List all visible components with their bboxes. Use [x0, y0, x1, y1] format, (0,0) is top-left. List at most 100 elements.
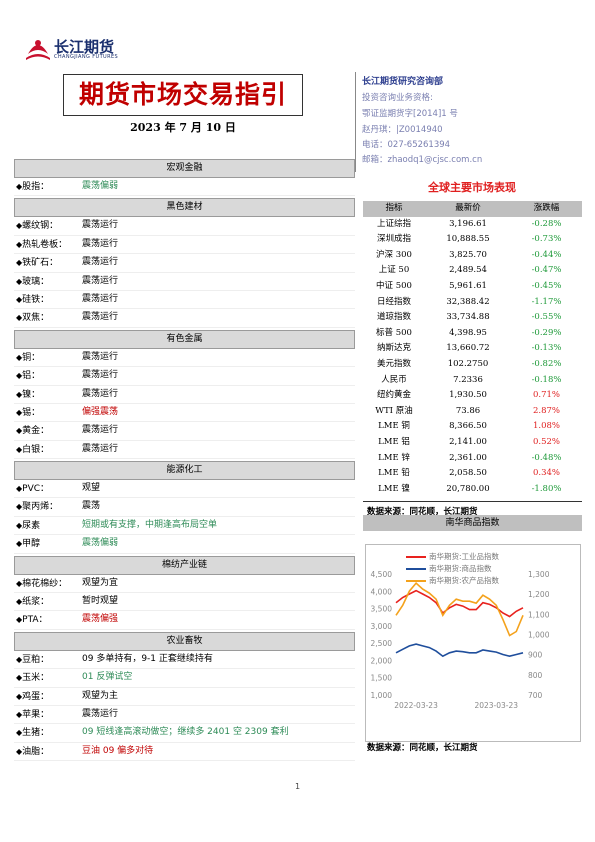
index-price: 10,888.55	[446, 234, 490, 245]
market-row: LME 铜 8,366.50 1.08%	[363, 419, 582, 435]
index-change: -1.80%	[531, 483, 562, 494]
series-line	[395, 589, 524, 618]
product-name: 纸浆：	[14, 593, 82, 610]
doc-date: 2023 年 7 月 10 日	[130, 121, 236, 134]
market-row: 人民币 7.2336 -0.18%	[363, 373, 582, 389]
product-view: 豆油 09 偏多对待	[82, 745, 154, 756]
index-change: -0.48%	[531, 452, 562, 463]
index-change: -0.47%	[531, 265, 562, 276]
legend-label: 南华期货:商品指数	[429, 563, 492, 573]
y2-tick-label: 800	[528, 671, 543, 680]
market-row: LME 锌 2,361.00 -0.48%	[363, 451, 582, 467]
product-view: 观望为宜	[82, 577, 119, 588]
section-header: 有色金属	[14, 329, 355, 349]
contact-line: 邮箱：zhaodq1@cjsc.com.cn	[362, 155, 483, 165]
index-price: 2,058.50	[449, 468, 487, 479]
outlook-row: 油脂：豆油 09 偏多对待	[14, 743, 355, 762]
legend-label: 南华期货:农产品指数	[429, 575, 500, 585]
index-change: -0.18%	[531, 374, 562, 385]
outlook-row: 棉花棉纱：观望为宜	[14, 575, 355, 594]
index-change: -0.55%	[531, 312, 562, 323]
outlook-row: 白银：震荡运行	[14, 441, 355, 460]
index-price: 4,398.95	[449, 327, 487, 338]
y-tick-label: 1,000	[371, 691, 393, 700]
product-name: 热轧卷板：	[14, 236, 82, 253]
section-header: 黑色建材	[14, 198, 355, 218]
product-view: 震荡运行	[82, 443, 119, 454]
outlook-row: 铝：震荡运行	[14, 367, 355, 386]
y-tick-label: 2,500	[371, 639, 393, 648]
outlook-row: 螺纹钢：震荡运行	[14, 217, 355, 236]
product-name: 硅铁：	[14, 291, 82, 308]
product-view: 震荡运行	[82, 238, 119, 249]
market-header: 指标 最新价 涨跌幅	[363, 201, 582, 217]
y-tick-label: 3,500	[371, 605, 393, 614]
index-name: 人民币	[381, 374, 407, 385]
product-view: 震荡偏弱	[82, 181, 119, 191]
chart-source: 数据来源：同花顺，长江期货	[367, 743, 478, 753]
index-change: 0.71%	[532, 390, 560, 401]
column-header: 涨跌幅	[533, 203, 560, 213]
outlook-row: 铜：震荡运行	[14, 349, 355, 368]
index-name: 深圳成指	[376, 234, 411, 245]
index-price: 2,141.00	[449, 436, 487, 447]
market-row: 上证综指 3,196.61 -0.28%	[363, 217, 582, 233]
outlook-row: 双焦：震荡运行	[14, 309, 355, 328]
series-line	[395, 643, 524, 658]
contact-line: 电话：027-65261394	[362, 140, 451, 150]
index-price: 2,361.00	[449, 452, 487, 463]
market-row: LME 铅 2,058.50 0.34%	[363, 466, 582, 482]
outlook-row: 鸡蛋：观望为主	[14, 688, 355, 706]
outlook-row: 聚丙烯：震荡	[14, 498, 355, 517]
contact-line: 投资咨询业务资格:	[362, 93, 433, 103]
section-header: 能源化工	[14, 461, 355, 481]
product-name: 尿素	[14, 517, 82, 534]
index-name: 纳斯达克	[376, 343, 411, 354]
contact-dept: 长江期货研究咨询部	[362, 77, 444, 87]
market-row: 中证 500 5,961.61 -0.45%	[363, 279, 582, 295]
index-change: -0.28%	[531, 218, 562, 229]
outlook-row: 纸浆：暂时观望	[14, 593, 355, 612]
legend-label: 南华期货:工业品指数	[429, 551, 500, 561]
index-name: 上证 50	[378, 265, 410, 276]
index-name: WTI 原油	[375, 405, 413, 416]
market-row: 道琼指数 33,734.88 -0.55%	[363, 310, 582, 326]
product-name: 棉花棉纱：	[14, 575, 82, 592]
y2-tick-label: 1,300	[528, 570, 550, 579]
index-price: 3,196.61	[449, 218, 487, 229]
y2-tick-label: 1,100	[528, 610, 550, 619]
product-name: 玉米：	[14, 669, 82, 686]
product-name: 白银：	[14, 441, 82, 458]
index-change: -0.29%	[531, 327, 562, 338]
index-price: 33,734.88	[446, 312, 490, 323]
product-name: PVC：	[14, 480, 82, 497]
outlook-row: 镍：震荡运行	[14, 386, 355, 404]
index-name: 中证 500	[376, 280, 412, 291]
outlook-row: 生猪：09 短线逢高滚动做空；继续多 2401 空 2309 套利	[14, 724, 355, 743]
product-name: 螺纹钢：	[14, 217, 82, 234]
index-name: 纽约黄金	[376, 390, 411, 401]
product-name: 豆粕：	[14, 651, 82, 668]
outlook-row: 股指：震荡偏弱	[14, 178, 355, 197]
index-change: -0.13%	[531, 343, 562, 354]
index-change: -0.73%	[531, 234, 562, 245]
market-row: LME 铝 2,141.00 0.52%	[363, 435, 582, 451]
index-price: 102.2750	[447, 358, 489, 369]
market-row: 纽约黄金 1,930.50 0.71%	[363, 388, 582, 404]
product-view: 震荡运行	[82, 388, 119, 399]
product-name: 双焦：	[14, 309, 82, 326]
chart: 1,000 1,500 2,000 2,500 3,000 3,500 4,000 4,500…	[365, 544, 581, 742]
product-view: 震荡运行	[82, 351, 119, 362]
product-view: 震荡运行	[82, 425, 119, 436]
index-change: 1.08%	[532, 421, 560, 432]
outlook-row: 豆粕：09 多单持有，9-1 正套继续持有	[14, 651, 355, 670]
product-view: 震荡偏弱	[82, 538, 119, 549]
index-change: 0.34%	[532, 468, 560, 479]
index-name: 标普 500	[376, 327, 412, 338]
index-change: -0.45%	[531, 280, 562, 291]
product-view: 震荡运行	[82, 312, 119, 323]
column-header: 最新价	[455, 203, 481, 213]
